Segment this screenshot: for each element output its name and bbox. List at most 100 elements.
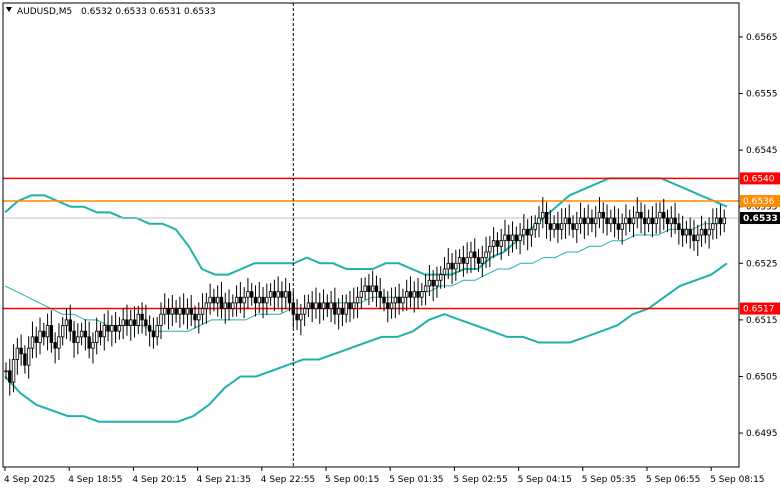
y-tick-label: 0.6525 xyxy=(746,259,778,269)
candle xyxy=(87,321,91,359)
y-tick-label: 0.6545 xyxy=(746,146,778,156)
candle-body xyxy=(378,291,382,298)
candle xyxy=(567,204,571,236)
candle xyxy=(265,283,269,315)
candle xyxy=(571,215,575,238)
candle xyxy=(132,306,137,338)
candle xyxy=(628,209,632,233)
candle xyxy=(121,307,125,340)
y-tick-label: 0.6515 xyxy=(746,316,778,326)
candle-body xyxy=(4,370,8,373)
x-tick-label: 4 Sep 18:55 xyxy=(68,475,122,485)
candle xyxy=(646,209,651,233)
candle xyxy=(106,310,110,342)
candle-body xyxy=(680,228,685,236)
candle-body xyxy=(125,319,129,326)
candle-body xyxy=(684,228,689,236)
symbol-label: AUDUSD,M5 xyxy=(17,7,72,17)
candle xyxy=(692,219,696,251)
candle xyxy=(136,305,141,335)
candle xyxy=(302,294,307,327)
candle xyxy=(480,245,484,277)
candle-body xyxy=(389,302,394,309)
candle xyxy=(23,345,27,374)
candle xyxy=(662,198,666,230)
candle xyxy=(476,249,481,272)
candle-body xyxy=(480,257,484,264)
candle xyxy=(348,291,352,323)
candle-body xyxy=(382,296,386,304)
x-tick-label: 5 Sep 01:35 xyxy=(389,475,443,485)
candle-body xyxy=(609,217,613,225)
candle xyxy=(53,332,57,364)
candle xyxy=(321,289,326,321)
candle-body xyxy=(639,211,643,219)
candle-body xyxy=(200,308,205,315)
candle-body xyxy=(450,262,454,270)
candle xyxy=(83,319,88,351)
candle xyxy=(79,322,84,346)
candle xyxy=(404,279,409,311)
candle-body xyxy=(404,291,409,298)
candle-body xyxy=(344,302,348,315)
candle-body xyxy=(559,223,564,230)
candle-body xyxy=(280,291,284,298)
candle xyxy=(374,275,379,307)
candle-body xyxy=(556,223,560,230)
candle xyxy=(491,227,496,259)
candle-body xyxy=(525,228,530,236)
chevron-down-icon[interactable] xyxy=(6,7,12,12)
candle xyxy=(174,300,178,323)
candle xyxy=(253,285,258,317)
candle-body xyxy=(552,223,556,230)
candle xyxy=(718,204,723,236)
candle xyxy=(435,266,439,298)
y-tick-label: 0.6495 xyxy=(746,429,778,439)
price-level-badge xyxy=(740,172,780,185)
candle-body xyxy=(386,302,390,309)
candle-body xyxy=(333,302,337,315)
candle xyxy=(208,283,212,315)
candle xyxy=(155,317,159,346)
candle-body xyxy=(575,223,579,230)
candle xyxy=(529,215,534,247)
candle-body xyxy=(231,302,235,309)
candle xyxy=(49,310,54,353)
current-price-badge xyxy=(740,212,780,225)
candle-body xyxy=(238,296,243,304)
candle-body xyxy=(215,296,220,304)
candle-body xyxy=(612,217,617,225)
candle-body xyxy=(401,296,405,304)
candle xyxy=(654,202,658,234)
candle-body xyxy=(159,313,163,326)
price-levels-layer xyxy=(3,177,739,310)
candle xyxy=(257,281,261,314)
candle-body xyxy=(329,302,333,309)
candle xyxy=(234,285,239,317)
candle-body xyxy=(45,325,50,338)
candle-body xyxy=(314,302,318,309)
candle-body xyxy=(181,308,186,315)
candle-body xyxy=(11,359,16,383)
candle xyxy=(393,287,398,319)
candle xyxy=(185,298,190,330)
candle-body xyxy=(178,308,182,315)
candle xyxy=(696,224,700,256)
candle xyxy=(325,294,330,318)
candle-body xyxy=(722,217,726,225)
candle-body xyxy=(586,217,590,225)
candle xyxy=(420,283,424,306)
candle xyxy=(378,278,382,310)
candle xyxy=(68,304,72,342)
candle xyxy=(287,283,292,312)
candle xyxy=(643,204,647,236)
candle-body xyxy=(420,291,424,298)
candle-body xyxy=(529,228,534,236)
candle-body xyxy=(57,336,61,349)
candle xyxy=(4,362,8,380)
candle-body xyxy=(15,347,20,360)
candle xyxy=(227,289,231,321)
candle-body xyxy=(136,313,141,326)
candle xyxy=(684,220,689,244)
